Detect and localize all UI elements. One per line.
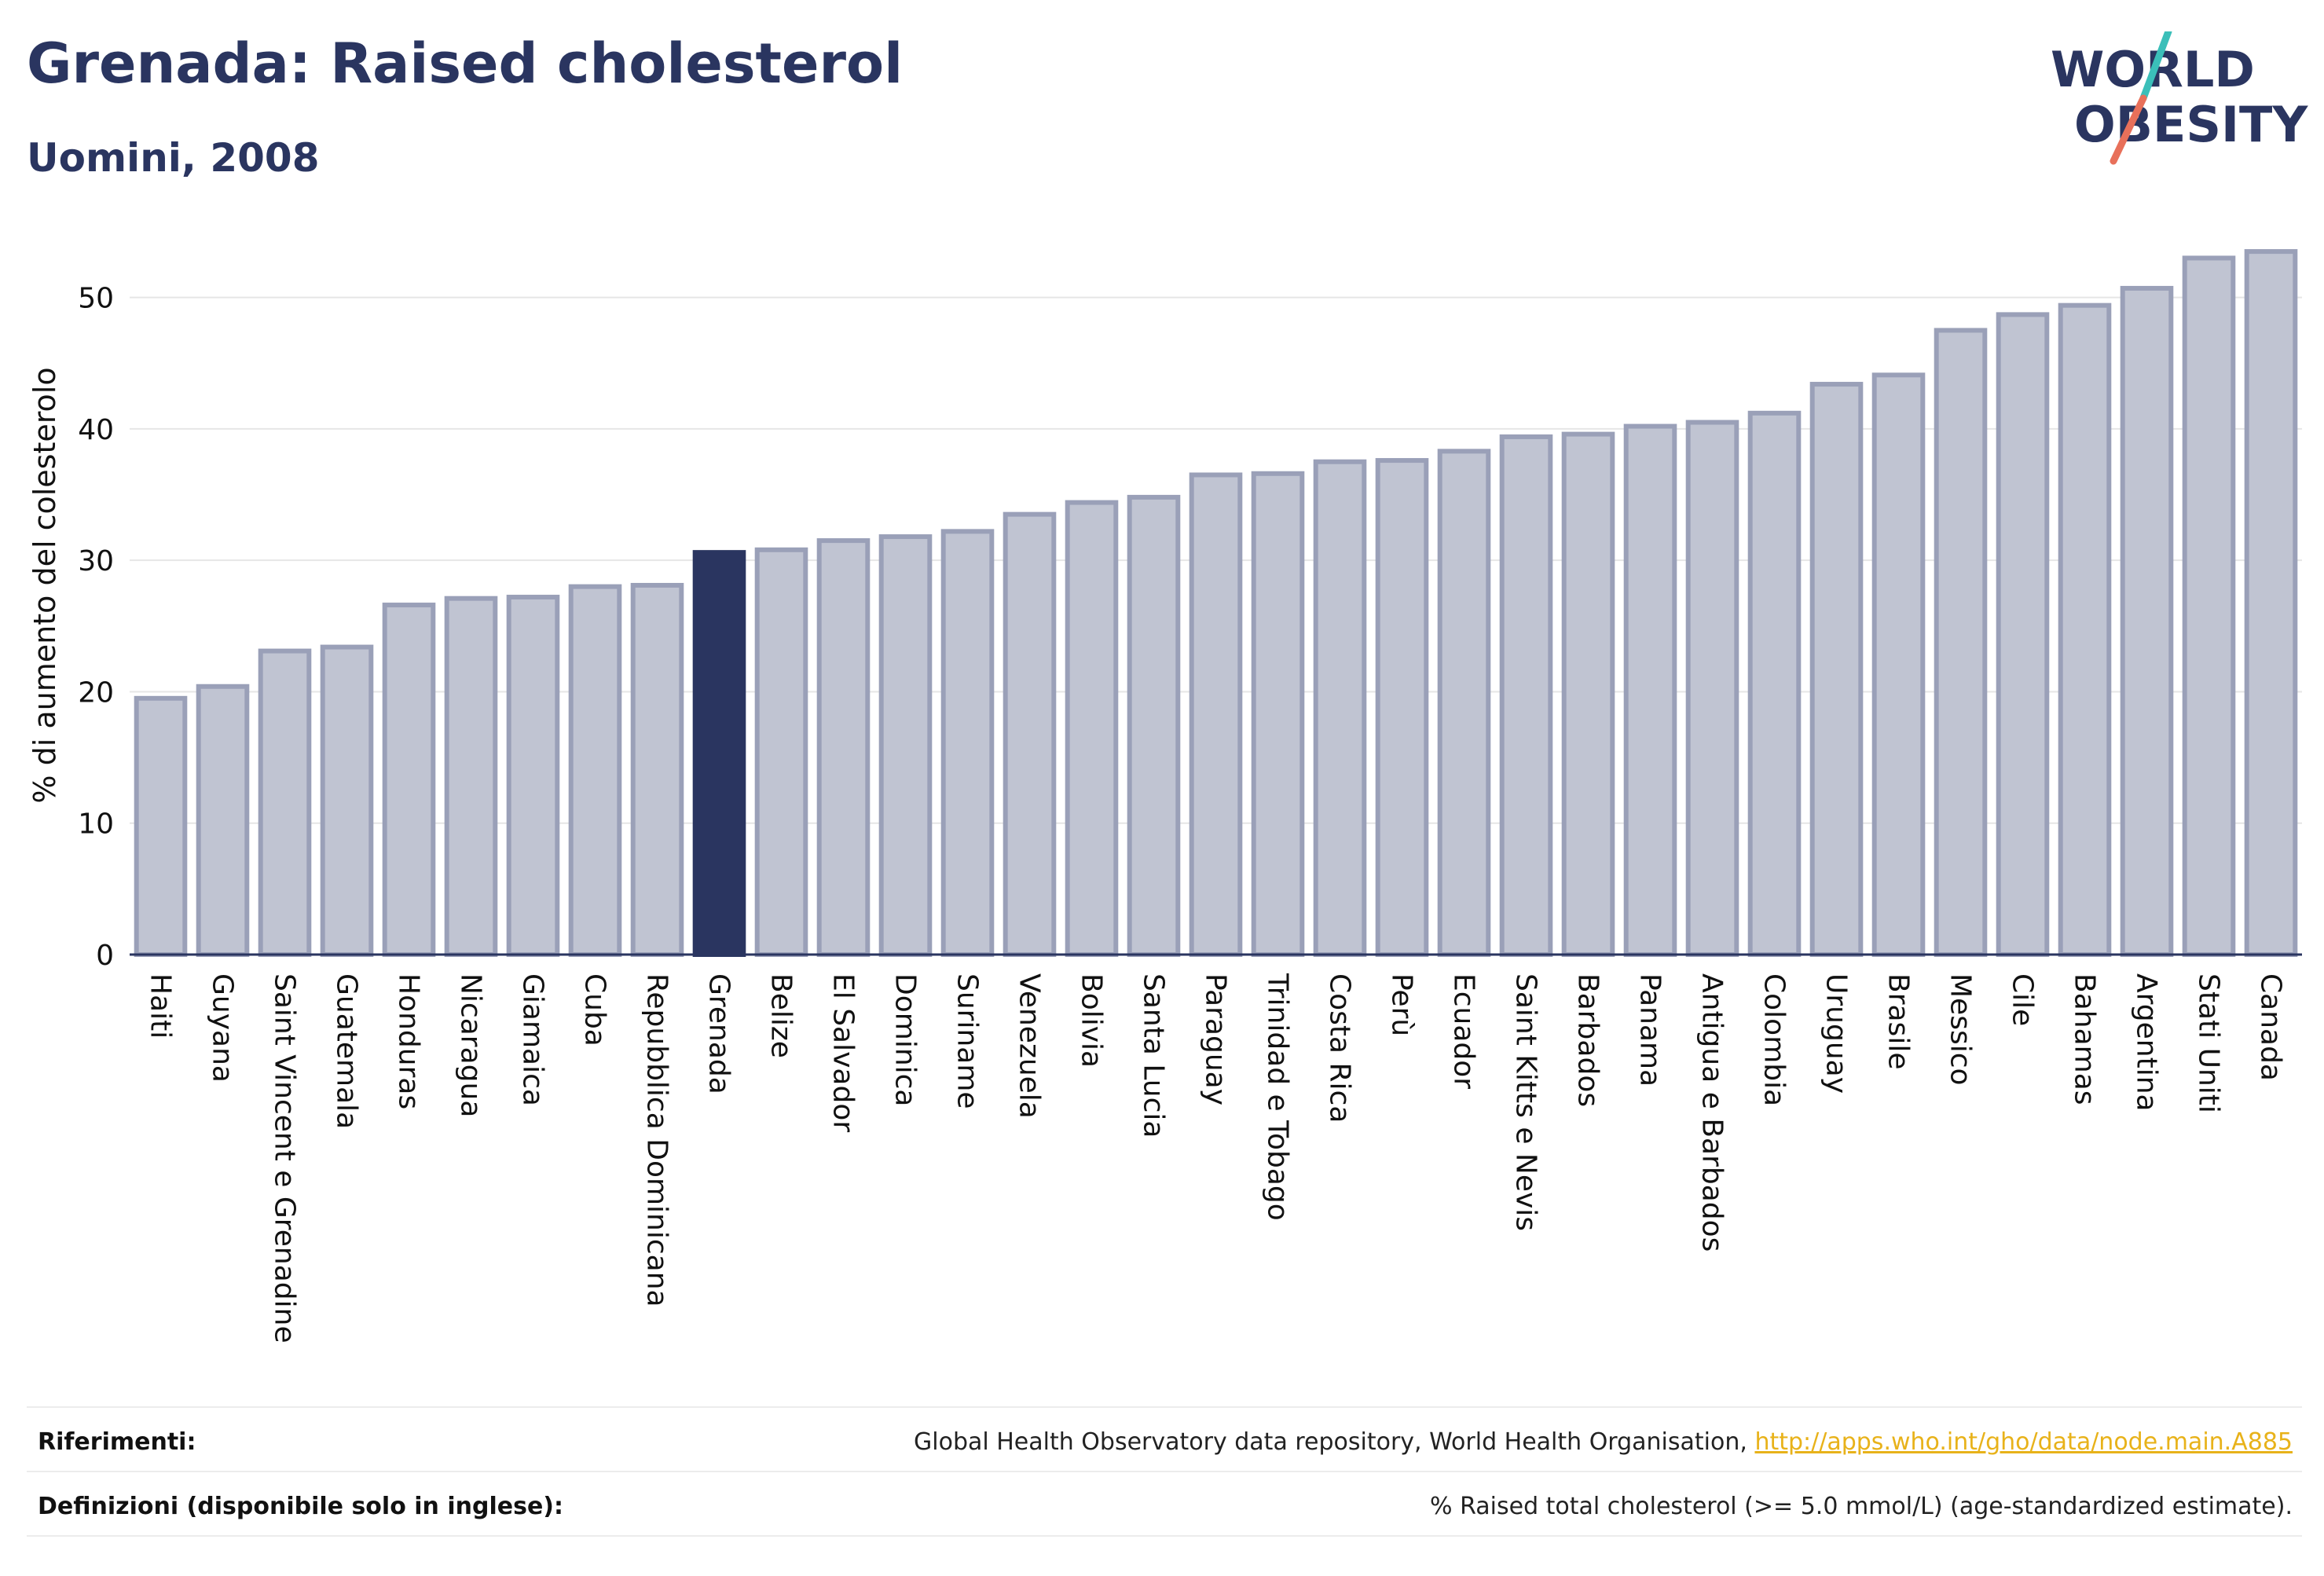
bar	[1747, 410, 1802, 957]
x-tick-label: Colombia	[1758, 973, 1791, 1106]
references-link[interactable]: http://apps.who.int/gho/data/node.main.A…	[1754, 1428, 2293, 1456]
bar	[506, 595, 560, 957]
bar	[1623, 423, 1677, 957]
bar	[134, 695, 188, 957]
x-tick-label: Cuba	[579, 973, 611, 1046]
bar	[1871, 372, 1926, 957]
bar-chart: 0 10 20 30 40 50 Haiti Guyana Saint Vincent e Gr…	[27, 249, 2302, 1343]
bar	[630, 582, 684, 957]
bar	[382, 603, 436, 958]
x-tick-label: Dominica	[889, 973, 922, 1107]
bar	[878, 534, 933, 957]
y-tick-label: 40	[78, 414, 114, 446]
x-tick-label: Barbados	[1572, 973, 1604, 1107]
references-value: Global Health Observatory data repositor…	[914, 1428, 2293, 1456]
y-tick-label: 0	[96, 940, 114, 972]
y-tick-label: 10	[78, 808, 114, 841]
logo-slash-coral	[2110, 94, 2147, 165]
chart-title: Grenada: Raised cholesterol	[27, 31, 904, 96]
bar	[2120, 285, 2174, 958]
x-tick-label: Ecuador	[1448, 973, 1480, 1089]
bar	[1313, 459, 1367, 957]
bar	[258, 648, 312, 957]
x-tick-label: Panama	[1634, 973, 1666, 1087]
x-tick-label: Perù	[1386, 973, 1418, 1036]
bar	[1251, 471, 1305, 957]
bar	[1996, 312, 2050, 957]
logo-slash-teal	[2139, 31, 2172, 102]
x-tick-label: Venezuela	[1014, 973, 1046, 1119]
definitions-text: % Raised total cholesterol (>= 5.0 mmol/…	[1430, 1493, 2293, 1520]
bar	[1189, 472, 1243, 957]
x-tick-label: Messico	[1945, 973, 1977, 1086]
x-tick-label: Saint Kitts e Nevis	[1510, 973, 1542, 1231]
bars	[134, 249, 2298, 958]
x-tick-label: Honduras	[393, 973, 425, 1109]
bar	[320, 644, 374, 958]
bar	[196, 684, 250, 957]
logo-line2: OBESITY	[2074, 96, 2308, 153]
chart-subtitle: Uomini, 2008	[27, 135, 320, 181]
x-tick-label: Costa Rica	[1324, 973, 1356, 1123]
x-tick-label: Santa Lucia	[1138, 973, 1170, 1138]
y-tick-label: 30	[78, 545, 114, 577]
bar	[568, 584, 622, 957]
x-tick-label: Canada	[2255, 973, 2287, 1081]
x-tick-label: Stati Uniti	[2193, 973, 2225, 1113]
x-tick-label: Guyana	[207, 973, 239, 1083]
footer-divider	[27, 1406, 2302, 1408]
bar	[1934, 328, 1988, 958]
bar	[1437, 449, 1491, 957]
bar	[1809, 382, 1864, 957]
bar	[1375, 458, 1429, 957]
references-label: Riferimenti:	[38, 1428, 196, 1456]
bar	[2182, 255, 2236, 958]
y-tick-label: 20	[78, 676, 114, 709]
x-tick-label: Antigua e Barbados	[1696, 973, 1728, 1252]
x-tick-label: Uruguay	[1820, 973, 1853, 1094]
x-tick-label: Cile	[2007, 973, 2039, 1026]
bar	[2244, 249, 2298, 958]
x-tick-label: Bahamas	[2069, 973, 2101, 1105]
definitions-label: Definizioni (disponibile solo in inglese…	[38, 1493, 563, 1520]
bar	[1065, 500, 1119, 957]
bar	[1685, 420, 1739, 957]
x-tick-label: Suriname	[951, 973, 984, 1109]
y-axis-label: % di aumento del colesterolo	[27, 367, 62, 803]
x-tick-label: Repubblica Dominicana	[641, 973, 673, 1307]
x-tick-label: Nicaragua	[455, 973, 487, 1117]
x-tick-label: Grenada	[703, 973, 735, 1094]
bar	[1499, 434, 1553, 957]
x-tick-label: Argentina	[2131, 973, 2163, 1112]
world-obesity-logo: WORLD OBESITY	[2051, 31, 2308, 165]
references-text: Global Health Observatory data repositor…	[914, 1428, 1755, 1456]
footer-divider	[27, 1471, 2302, 1472]
x-tick-label: Guatemala	[331, 973, 363, 1129]
x-tick-label: Bolivia	[1076, 973, 1108, 1068]
x-tick-label: Trinidad e Tobago	[1262, 973, 1294, 1221]
footer-divider	[27, 1535, 2302, 1537]
bar	[940, 529, 995, 957]
x-tick-label: Belize	[765, 973, 797, 1058]
x-tick-label: Paraguay	[1200, 973, 1232, 1105]
bar	[444, 596, 498, 957]
x-tick-label: Saint Vincent e Grenadine	[269, 973, 301, 1343]
x-tick-label: Haiti	[145, 973, 177, 1039]
axes: 0 10 20 30 40 50 Haiti Guyana Saint Vincent e Gr…	[78, 283, 2302, 1343]
x-tick-label: Giamaica	[517, 973, 549, 1106]
x-tick-label: El Salvador	[827, 973, 860, 1132]
bar	[816, 538, 871, 957]
y-tick-label: 50	[78, 283, 114, 315]
bar	[1127, 494, 1181, 957]
bar	[2058, 302, 2112, 957]
bar	[692, 550, 746, 957]
bar	[1003, 511, 1057, 957]
bar	[1561, 431, 1615, 957]
x-tick-label: Brasile	[1882, 973, 1915, 1069]
bar	[754, 547, 808, 957]
